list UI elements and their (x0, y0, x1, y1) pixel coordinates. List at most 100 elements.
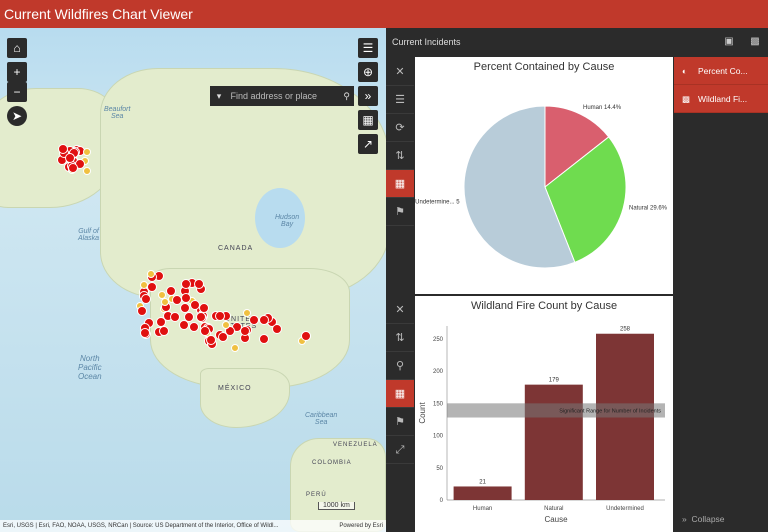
fire-marker[interactable] (184, 311, 195, 322)
fire-marker[interactable] (200, 326, 211, 337)
chart-toolbar-bottom: ✕ ⇅ ⚲ ▦ ⚑ ⤢ (386, 296, 414, 532)
fire-marker[interactable] (214, 311, 225, 322)
fire-marker[interactable] (249, 314, 260, 325)
search-icon[interactable]: ⚲ (343, 91, 350, 101)
list-icon[interactable]: ☰ (386, 86, 414, 114)
fire-marker[interactable] (64, 153, 75, 164)
pie-slice-undetermined[interactable] (463, 105, 576, 269)
fullscreen-icon[interactable]: ⤢ (386, 436, 414, 464)
collapse-button[interactable]: » Collapse (682, 514, 725, 524)
fire-marker[interactable] (221, 321, 230, 330)
close-icon[interactable]: ✕ (386, 296, 414, 324)
search-input[interactable]: Find address or place (230, 91, 318, 101)
fire-marker[interactable] (189, 300, 200, 311)
label-caribbean: Caribbean Sea (305, 412, 338, 426)
bar-data-label: 179 (549, 378, 560, 384)
bar-chart-title: Wildland Fire Count by Cause (470, 300, 618, 312)
chart-list-item-percent[interactable]: ◐ Percent Co... (674, 57, 768, 85)
y-tick-label: 100 (433, 434, 444, 440)
bar-chart[interactable]: 0 50 100 150 200 250 21 Human 179 Natural 258 Undet… (415, 296, 673, 532)
bar-natural[interactable] (524, 384, 583, 500)
fire-marker[interactable] (180, 293, 191, 304)
fire-marker[interactable] (146, 282, 157, 292)
fire-marker[interactable] (140, 328, 151, 339)
image-export-icon[interactable]: ▣ (724, 36, 734, 47)
fire-marker[interactable] (231, 344, 240, 353)
x-tick-label: Undetermined (606, 506, 644, 512)
y-tick-label: 150 (433, 401, 444, 407)
chart-list-item-wildland[interactable]: ▩ Wildland Fi... (674, 85, 768, 113)
home-button[interactable]: ⌂ (7, 38, 27, 58)
fire-marker[interactable] (181, 279, 192, 290)
fire-marker[interactable] (57, 143, 68, 154)
fire-marker[interactable] (271, 323, 282, 334)
pie-icon: ◐ (682, 66, 688, 76)
y-axis-label: Count (418, 402, 427, 424)
table-icon[interactable]: ▦ (386, 380, 414, 408)
fire-marker[interactable] (83, 166, 92, 175)
pie-chart[interactable]: Human 14.4% Natural 29.6% Undetermine... 5 (415, 57, 673, 294)
fire-marker[interactable] (68, 163, 79, 174)
bar-human[interactable] (453, 486, 512, 500)
fire-marker[interactable] (243, 309, 252, 318)
locate-button[interactable]: ⊕ (358, 62, 378, 82)
fire-marker[interactable] (141, 294, 152, 305)
bar-data-label: 258 (620, 327, 631, 333)
chart-panel: Current Incidents ▣ ▩ ✕ ☰ ⟳ ⇅ ▦ ⚑ ✕ ⇅ ⚲ … (386, 28, 768, 532)
fire-marker[interactable] (146, 270, 155, 279)
bar-chart-icon: ▩ (682, 94, 691, 104)
pie-label-human: Human 14.4% (583, 105, 622, 111)
fire-marker[interactable] (217, 332, 228, 343)
fire-marker[interactable] (206, 335, 217, 346)
fire-marker[interactable] (259, 315, 270, 325)
y-tick-label: 50 (436, 466, 443, 472)
refresh-icon[interactable]: ⟳ (386, 114, 414, 142)
fire-marker[interactable] (300, 330, 311, 341)
zoom-in-button[interactable]: + (7, 62, 27, 82)
powered-by: Powered by Esri (339, 523, 383, 529)
fire-marker[interactable] (240, 326, 251, 337)
zoom-out-button[interactable]: − (7, 82, 27, 102)
fire-marker[interactable] (137, 306, 148, 317)
expand-search-button[interactable]: » (358, 86, 378, 106)
chart-list: ◐ Percent Co... ▩ Wildland Fi... » Collaps… (674, 57, 768, 532)
x-axis-label: Cause (544, 515, 568, 524)
fire-marker[interactable] (158, 325, 169, 336)
pie-label-undetermined: Undetermine... 5 (415, 199, 460, 205)
close-icon[interactable]: ✕ (386, 58, 414, 86)
filter-icon[interactable]: ⇅ (386, 142, 414, 170)
search-source-dropdown-icon[interactable]: ▾ (216, 91, 222, 101)
significant-range-band (447, 403, 665, 418)
fire-marker[interactable] (188, 321, 199, 332)
fire-marker[interactable] (199, 302, 210, 313)
label-colombia: COLOMBIA (312, 460, 352, 466)
table-icon[interactable]: ▦ (386, 170, 414, 198)
pie-slice-natural[interactable] (544, 136, 627, 263)
label-gulf-alaska: Gulf of Alaska (78, 228, 100, 242)
fire-marker[interactable] (258, 333, 269, 344)
map-view[interactable]: CANADA UNITED STATES MÉXICO Hudson Bay B… (0, 28, 386, 532)
fire-marker[interactable] (82, 148, 91, 157)
fire-marker[interactable] (179, 319, 190, 330)
fire-marker[interactable] (160, 298, 169, 306)
compass-icon[interactable]: ➤ (7, 106, 27, 126)
tag-icon[interactable]: ⚑ (386, 198, 414, 226)
label-north-pacific: North Pacific Ocean (78, 354, 102, 381)
filter-icon[interactable]: ⇅ (386, 324, 414, 352)
tag-icon[interactable]: ⚑ (386, 408, 414, 436)
fire-marker[interactable] (224, 325, 235, 336)
y-tick-label: 200 (433, 369, 444, 375)
search-widget[interactable]: ▾ Find address or place ⚲ (210, 86, 354, 106)
fire-marker[interactable] (196, 312, 207, 323)
share-button[interactable]: ↗ (358, 134, 378, 154)
basemap-button[interactable]: ▦ (358, 110, 378, 130)
pie-chart-title: Percent Contained by Cause (473, 61, 615, 73)
app-title: Current Wildfires Chart Viewer (4, 6, 193, 22)
fire-marker[interactable] (194, 278, 205, 289)
pie-slice-human[interactable] (544, 105, 610, 189)
zoom-icon[interactable]: ⚲ (386, 352, 414, 380)
fire-marker[interactable] (169, 312, 180, 323)
chart-icon[interactable]: ▩ (750, 36, 760, 47)
layer-list-button[interactable]: ☰ (358, 38, 378, 58)
x-tick-label: Human (473, 506, 492, 512)
